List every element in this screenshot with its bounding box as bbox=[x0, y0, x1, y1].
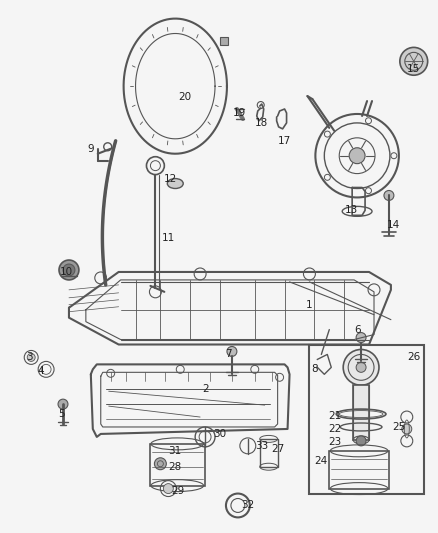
Text: 27: 27 bbox=[271, 444, 284, 454]
Circle shape bbox=[356, 362, 366, 373]
Text: 31: 31 bbox=[169, 446, 182, 456]
Text: 11: 11 bbox=[162, 233, 175, 243]
Circle shape bbox=[58, 399, 68, 409]
Text: 15: 15 bbox=[407, 64, 420, 74]
Text: 28: 28 bbox=[169, 462, 182, 472]
Circle shape bbox=[343, 350, 379, 385]
Text: 13: 13 bbox=[345, 205, 358, 215]
Text: 19: 19 bbox=[233, 108, 247, 118]
Text: 1: 1 bbox=[306, 300, 313, 310]
Circle shape bbox=[356, 333, 366, 343]
Text: 29: 29 bbox=[172, 486, 185, 496]
Text: 6: 6 bbox=[354, 325, 360, 335]
Bar bbox=[309, 344, 424, 494]
Bar bbox=[329, 451, 389, 489]
Ellipse shape bbox=[167, 179, 183, 189]
Text: 8: 8 bbox=[311, 365, 318, 374]
Text: 2: 2 bbox=[202, 384, 208, 394]
Text: 7: 7 bbox=[225, 350, 231, 359]
Text: 4: 4 bbox=[38, 366, 44, 376]
Text: 12: 12 bbox=[164, 174, 177, 183]
Circle shape bbox=[349, 148, 365, 164]
Bar bbox=[353, 385, 369, 440]
Text: 33: 33 bbox=[255, 441, 268, 451]
Text: 25: 25 bbox=[392, 422, 406, 432]
Circle shape bbox=[400, 47, 427, 75]
Circle shape bbox=[384, 190, 394, 200]
Circle shape bbox=[402, 424, 412, 434]
Text: 3: 3 bbox=[26, 352, 32, 362]
Text: 20: 20 bbox=[179, 92, 192, 102]
Text: 26: 26 bbox=[407, 352, 420, 362]
Text: 22: 22 bbox=[328, 424, 342, 434]
Bar bbox=[150, 444, 205, 486]
Text: 17: 17 bbox=[278, 136, 291, 146]
Circle shape bbox=[27, 353, 35, 361]
Text: 14: 14 bbox=[387, 220, 400, 230]
Text: 30: 30 bbox=[213, 429, 226, 439]
Text: 32: 32 bbox=[241, 500, 254, 511]
Circle shape bbox=[227, 346, 237, 357]
Circle shape bbox=[63, 264, 75, 276]
Bar bbox=[260, 439, 278, 467]
Text: 23: 23 bbox=[328, 437, 342, 447]
Text: 21: 21 bbox=[328, 411, 342, 421]
Text: 9: 9 bbox=[88, 144, 94, 154]
Circle shape bbox=[59, 260, 79, 280]
Text: 18: 18 bbox=[255, 118, 268, 128]
Text: 5: 5 bbox=[58, 409, 64, 419]
Circle shape bbox=[356, 436, 366, 446]
Circle shape bbox=[155, 458, 166, 470]
Text: 10: 10 bbox=[60, 267, 73, 277]
Circle shape bbox=[163, 483, 173, 494]
Text: 24: 24 bbox=[315, 456, 328, 466]
Bar bbox=[220, 37, 228, 45]
